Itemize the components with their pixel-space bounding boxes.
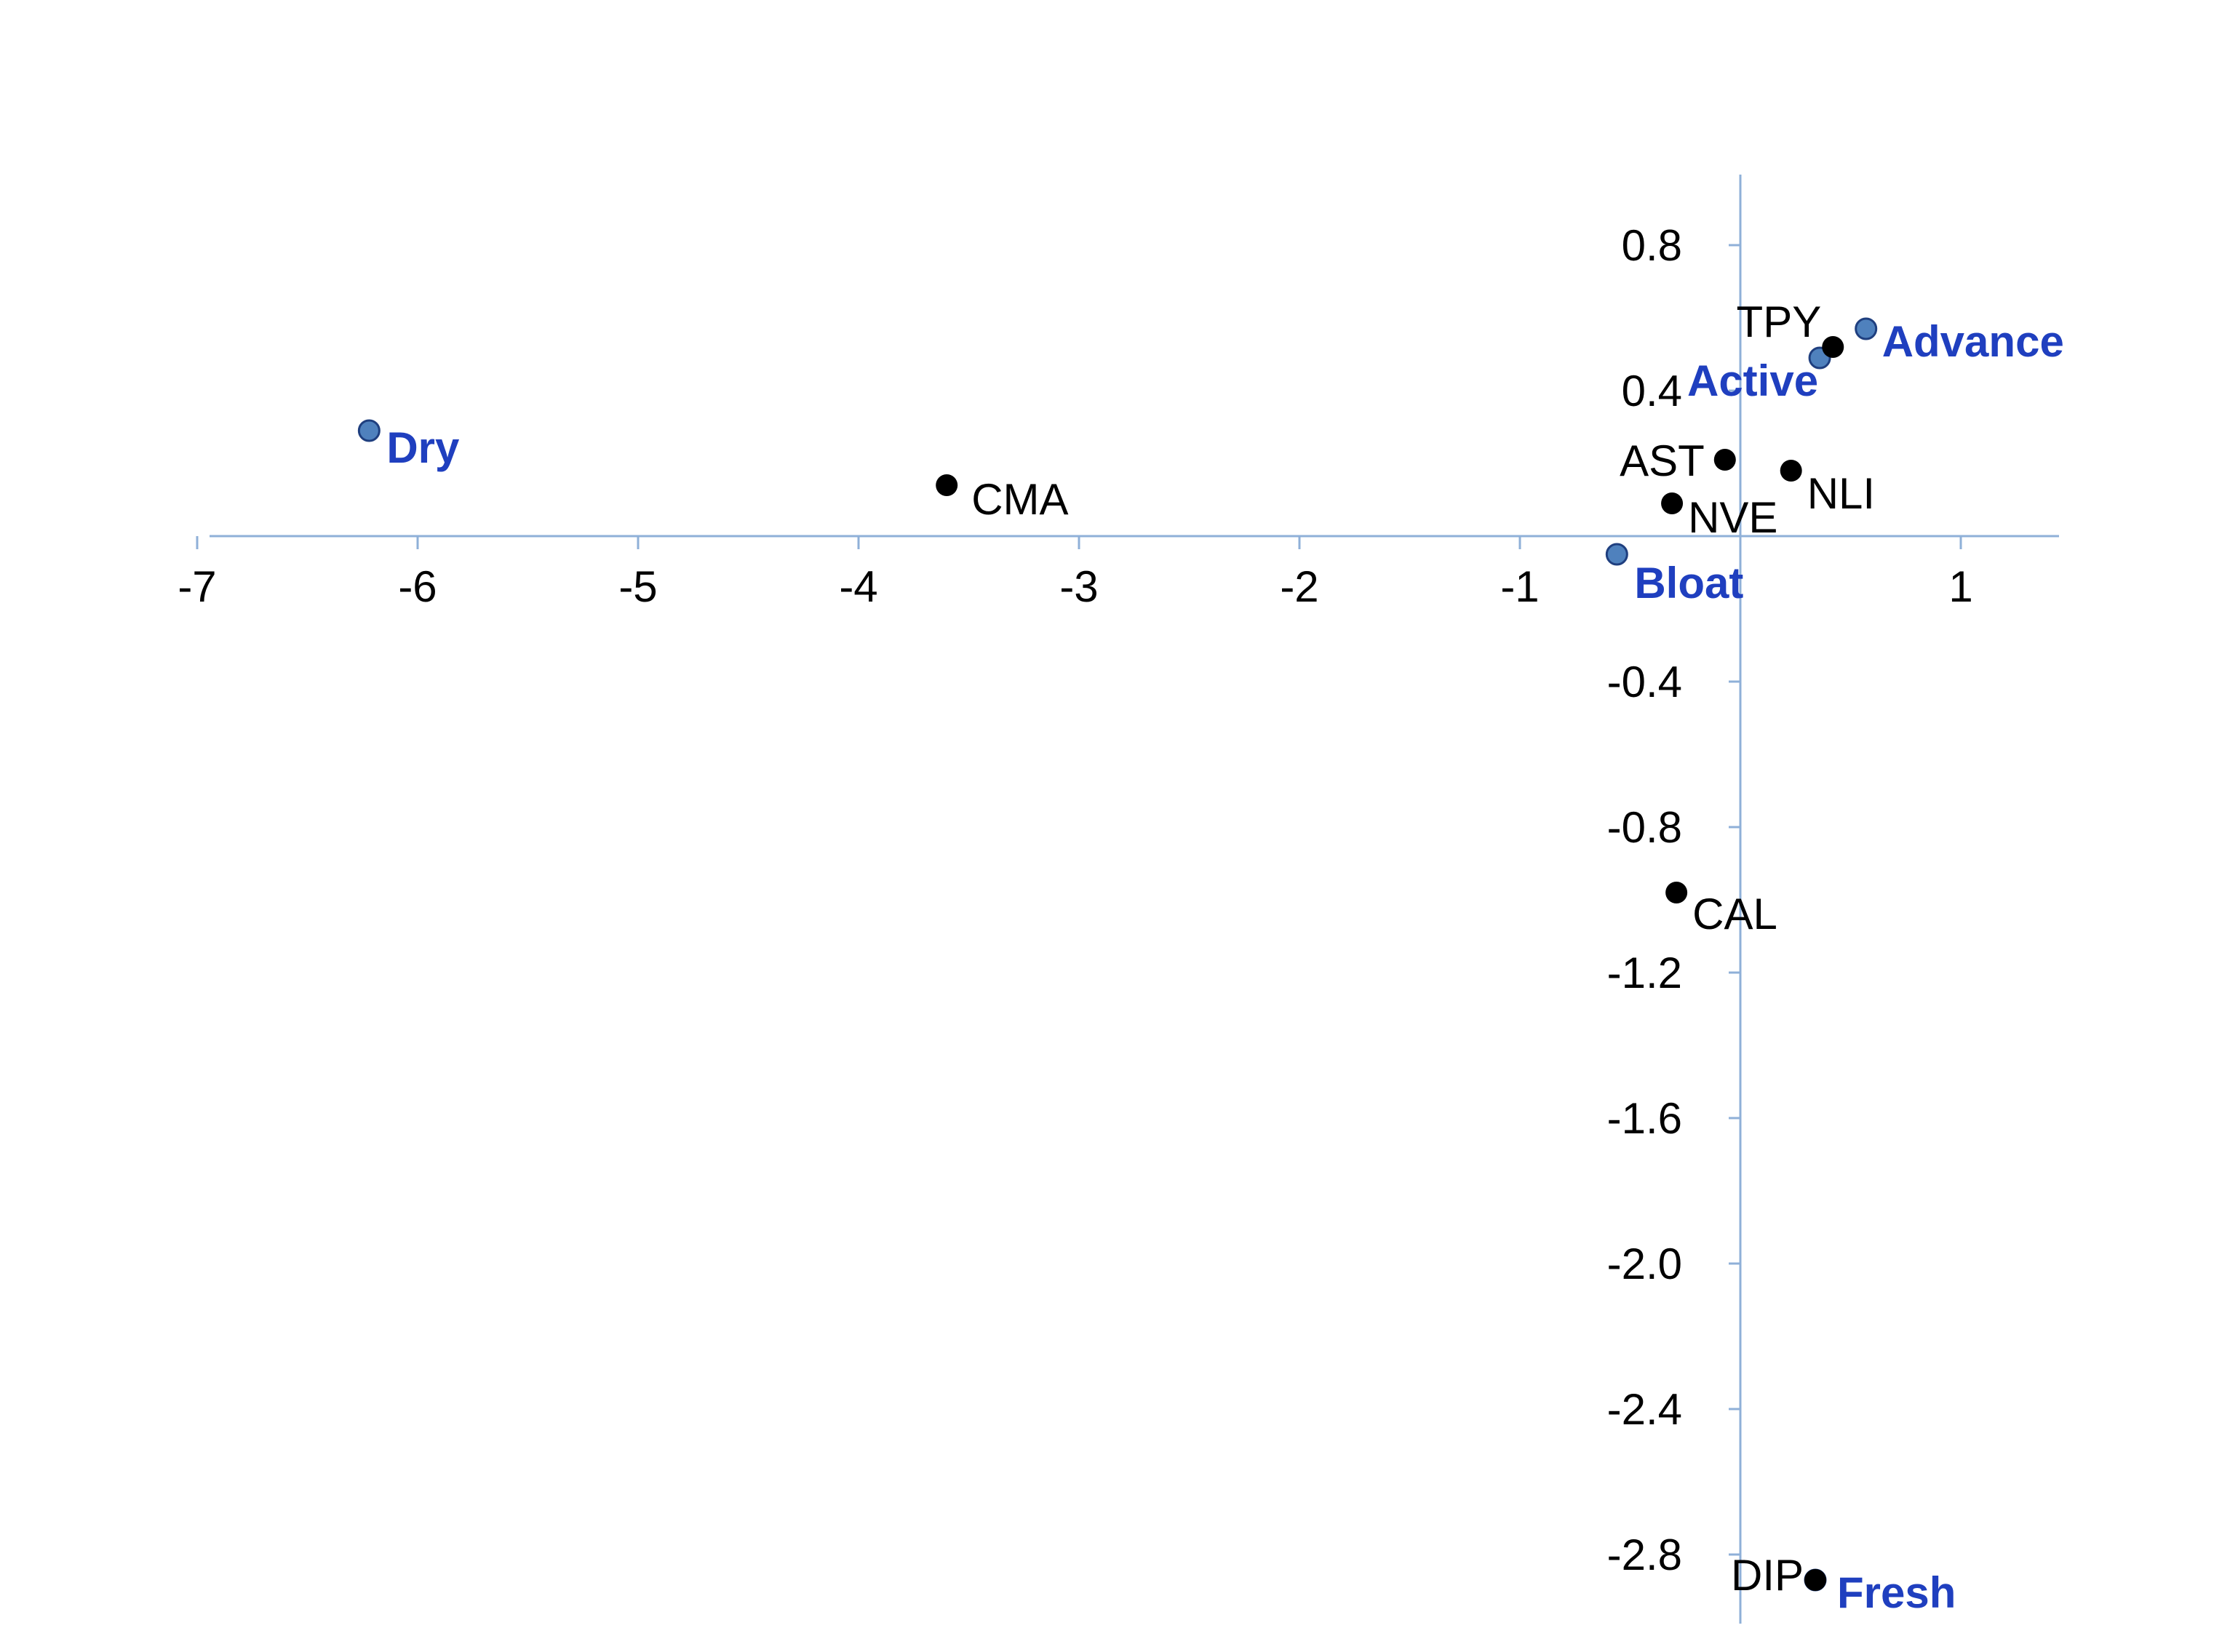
- y-tick-label: -1.6: [1607, 1094, 1682, 1143]
- variable-point-dip: [1804, 1569, 1827, 1591]
- variable-point-cma: [936, 474, 958, 496]
- variable-label-tpy: TPY: [1737, 298, 1822, 346]
- x-tick-label: -4: [839, 562, 877, 611]
- x-tick-label: -5: [618, 562, 657, 611]
- x-tick-label: 1: [1948, 562, 1972, 611]
- variable-label-ast: AST: [1620, 436, 1705, 485]
- variable-label-nve: NVE: [1688, 493, 1777, 542]
- variable-point-nli: [1780, 460, 1802, 482]
- variable-point-tpy: [1822, 336, 1844, 358]
- y-tick-label: -0.8: [1607, 803, 1682, 852]
- variable-label-dip: DIP: [1731, 1551, 1804, 1600]
- state-label-dry: Dry: [386, 423, 460, 472]
- x-tick-label: -2: [1280, 562, 1318, 611]
- x-axis-ticks: -7 -6 -5 -4 -3 -2 -1 1: [178, 536, 1973, 611]
- state-label-bloat: Bloat: [1634, 559, 1743, 607]
- state-label-active: Active: [1687, 356, 1818, 405]
- variable-point-ast: [1713, 449, 1736, 471]
- state-label-fresh: Fresh: [1837, 1568, 1956, 1617]
- variable-label-nli: NLI: [1807, 469, 1875, 518]
- x-tick-label: -1: [1500, 562, 1539, 611]
- x-tick-label: -7: [178, 562, 216, 611]
- variable-point-nve: [1661, 492, 1684, 514]
- y-tick-label: -1.2: [1607, 949, 1682, 997]
- variable-label-cma: CMA: [971, 475, 1068, 524]
- axes: [210, 175, 2059, 1624]
- y-tick-label: 0.8: [1622, 221, 1682, 270]
- state-point-bloat: [1605, 543, 1628, 566]
- y-tick-label: -2.4: [1607, 1385, 1682, 1434]
- y-tick-label: -2.0: [1607, 1240, 1682, 1288]
- y-tick-label: -0.4: [1607, 658, 1682, 706]
- state-point-dry: [357, 419, 381, 442]
- x-tick-label: -6: [398, 562, 437, 611]
- state-label-advance: Advance: [1882, 317, 2064, 366]
- variable-point-cal: [1665, 882, 1688, 903]
- x-tick-label: -3: [1059, 562, 1098, 611]
- y-tick-label: 0.4: [1622, 367, 1682, 415]
- variable-label-cal: CAL: [1692, 890, 1777, 938]
- y-axis-ticks: 0.8 0.4 -0.4 -0.8 -1.2 -1.6 -2.0 -2.4 -2.8: [1607, 221, 1740, 1579]
- data-points: TPY AST NLI NVE CMA CAL DIP Advance Active Dry Blo…: [357, 298, 2064, 1617]
- y-tick-label: -2.8: [1607, 1531, 1682, 1579]
- state-point-advance: [1855, 317, 1878, 340]
